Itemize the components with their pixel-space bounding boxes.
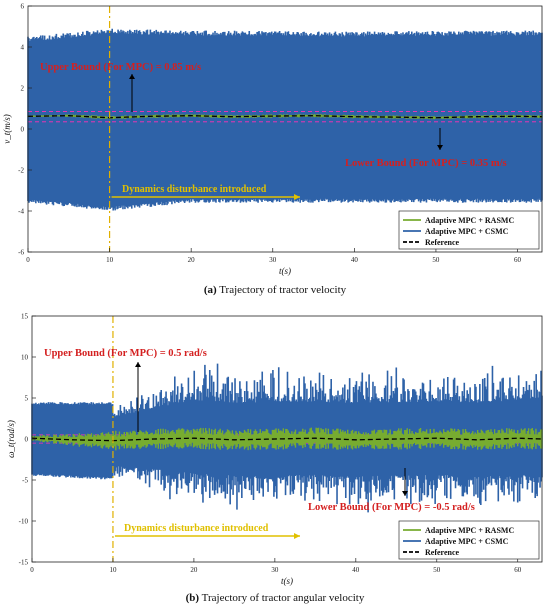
x-axis-label: t(s) bbox=[279, 266, 291, 276]
x-tick-label: 10 bbox=[109, 566, 117, 574]
y-tick-label: -4 bbox=[18, 208, 24, 216]
y-tick-label: -6 bbox=[18, 249, 24, 257]
x-tick-label: 40 bbox=[351, 256, 359, 264]
caption-a: (a) Trajectory of tractor velocity bbox=[0, 284, 550, 296]
x-tick-label: 0 bbox=[26, 256, 30, 264]
legend-box bbox=[398, 210, 540, 250]
y-tick-label: -15 bbox=[19, 559, 29, 567]
series-csmc bbox=[27, 28, 543, 211]
legend-label: Adaptive MPC + CSMC bbox=[425, 227, 509, 236]
x-tick-label: 10 bbox=[106, 256, 114, 264]
x-tick-label: 20 bbox=[190, 566, 198, 574]
x-tick-label: 30 bbox=[271, 566, 279, 574]
caption-b-letter: (b) bbox=[185, 592, 200, 604]
y-tick-label: 10 bbox=[21, 354, 29, 362]
x-tick-label: 60 bbox=[514, 566, 522, 574]
y-tick-label: -10 bbox=[19, 518, 29, 526]
x-tick-label: 50 bbox=[433, 566, 441, 574]
bound-label-lower: Lower Bound (For MPC) = -0.5 rad/s bbox=[308, 502, 475, 513]
y-tick-label: 0 bbox=[25, 436, 29, 444]
y-tick-label: 4 bbox=[21, 44, 25, 52]
y-axis-label: ω_t(rad/s) bbox=[6, 420, 16, 458]
disturbance-arrow-head bbox=[294, 533, 300, 539]
chart-velocity: 0 10 20 30 40 50 60 -6 -4 -2 0 2 4 6 t(s) v_t(m/s) Upper… bbox=[2, 3, 543, 276]
x-tick-label: 0 bbox=[30, 566, 34, 574]
y-tick-label: 15 bbox=[21, 313, 29, 321]
disturbance-label: Dynamics disturbance introduced bbox=[124, 523, 269, 534]
series-reference bbox=[27, 115, 543, 119]
y-tick-label: 0 bbox=[21, 126, 25, 134]
bound-label-lower: Lower Bound (For MPC) = 0.35 m/s bbox=[345, 158, 507, 169]
x-tick-label: 30 bbox=[269, 256, 277, 264]
y-tick-label: 5 bbox=[25, 395, 29, 403]
disturbance-arrow-head bbox=[294, 194, 300, 200]
arrow-upper-head bbox=[129, 74, 135, 79]
legend-label: Adaptive MPC + CSMC bbox=[425, 537, 509, 546]
y-tick-label: -5 bbox=[22, 477, 28, 485]
y-tick-label: 6 bbox=[21, 3, 25, 11]
arrow-upper-head bbox=[135, 362, 141, 367]
x-axis-label: t(s) bbox=[281, 576, 293, 586]
legend-label: Reference bbox=[425, 548, 460, 557]
x-tick-label: 20 bbox=[188, 256, 196, 264]
arrow-lower-head bbox=[402, 491, 408, 496]
disturbance-label: Dynamics disturbance introduced bbox=[122, 184, 267, 195]
caption-a-text: Trajectory of tractor velocity bbox=[216, 284, 347, 296]
y-tick-label: 2 bbox=[21, 85, 25, 93]
chart-angular-velocity: 0 10 20 30 40 50 60 -15 -10 -5 0 5 10 15 t(s) ω_t(rad/s… bbox=[6, 313, 543, 586]
caption-b-text: Trajectory of tractor angular velocity bbox=[199, 592, 365, 604]
y-axis-label: v_t(m/s) bbox=[2, 114, 12, 144]
x-tick-label: 40 bbox=[352, 566, 360, 574]
x-tick-label: 60 bbox=[514, 256, 522, 264]
bound-label-upper: Upper Bound (For MPC) = 0.85 m/s bbox=[40, 62, 201, 73]
x-tick-label: 50 bbox=[432, 256, 440, 264]
caption-a-letter: (a) bbox=[203, 284, 217, 296]
series-reference bbox=[31, 437, 543, 442]
bound-label-upper: Upper Bound (For MPC) = 0.5 rad/s bbox=[44, 348, 207, 359]
legend-label: Adaptive MPC + RASMC bbox=[425, 216, 514, 225]
legend-label: Adaptive MPC + RASMC bbox=[425, 526, 514, 535]
arrow-lower-head bbox=[437, 145, 443, 150]
legend-box bbox=[398, 520, 540, 560]
caption-b: (b) Trajectory of tractor angular veloci… bbox=[0, 592, 550, 604]
y-tick-label: -2 bbox=[18, 167, 24, 175]
legend-label: Reference bbox=[425, 238, 460, 247]
